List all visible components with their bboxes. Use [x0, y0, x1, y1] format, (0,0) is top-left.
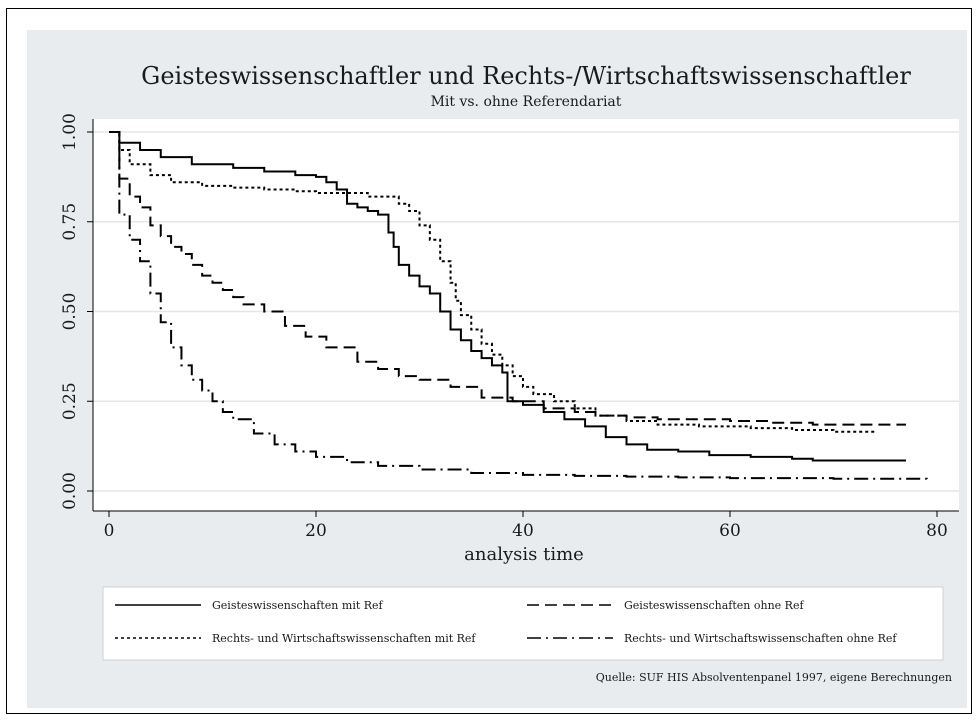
series-line-2 [109, 131, 906, 426]
x-tick-label: 40 [512, 521, 534, 541]
legend-box [102, 586, 944, 661]
legend: Geisteswissenschaften mit Ref Geisteswiss… [115, 599, 897, 645]
source-note: Quelle: SUF HIS Absolventenpanel 1997, e… [596, 671, 952, 684]
legend-label-2: Geisteswissenschaften ohne Ref [624, 599, 804, 612]
series-line-1 [109, 131, 906, 462]
y-tick-label: 1.00 [60, 113, 80, 151]
legend-label-3: Rechts- und Wirtschaftswissenschaften mi… [212, 632, 476, 645]
x-tick-label: 0 [104, 521, 115, 541]
chart-svg: Geisteswissenschaftler und Rechts-/Wirts… [60, 62, 959, 684]
y-tick-label: 0.25 [60, 382, 80, 420]
x-tick-label: 60 [719, 521, 741, 541]
chart-title: Geisteswissenschaftler und Rechts-/Wirts… [141, 62, 911, 90]
legend-label-4: Rechts- und Wirtschaftswissenschaften oh… [624, 632, 897, 645]
y-tick-label: 0.75 [60, 203, 80, 241]
series-lines [109, 131, 928, 480]
y-tick-label: 0.50 [60, 293, 80, 331]
x-tick-label: 80 [926, 521, 948, 541]
tick-labels: 0.00 0.25 0.50 0.75 1.00 0 20 40 60 80 [60, 113, 948, 541]
series-line-4 [109, 131, 928, 480]
chart-frame: Geisteswissenschaftler und Rechts-/Wirts… [6, 8, 972, 714]
series-line-3 [109, 131, 875, 433]
chart-subtitle: Mit vs. ohne Referendariat [431, 94, 622, 110]
x-tick-label: 20 [305, 521, 327, 541]
y-tick-label: 0.00 [60, 472, 80, 510]
axes [92, 119, 959, 512]
x-axis-label: analysis time [464, 544, 584, 565]
legend-label-1: Geisteswissenschaften mit Ref [212, 599, 384, 612]
plot-area [93, 119, 959, 511]
